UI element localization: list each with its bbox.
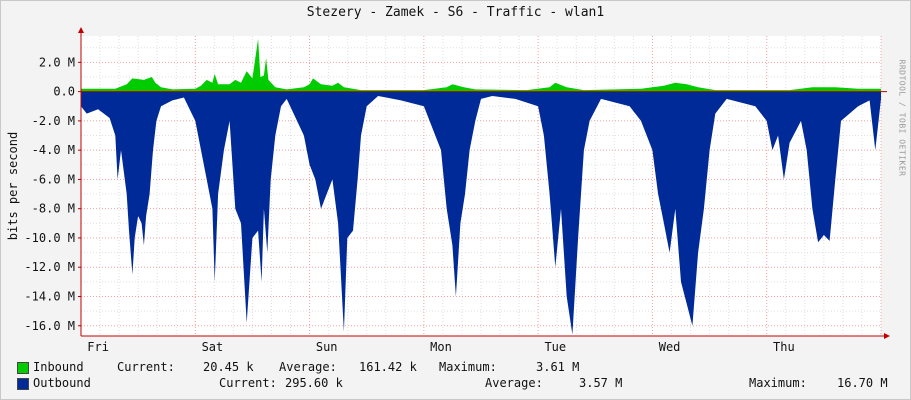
- outbound-current-label: Current:: [219, 376, 277, 390]
- y-tick-label: -6.0 M: [32, 172, 75, 186]
- legend-outbound: Outbound Current: 295.60 k Average: 3.57 M Ma…: [33, 376, 893, 390]
- x-tick-label: Sat: [202, 340, 224, 354]
- inbound-label: Inbound: [33, 360, 84, 374]
- y-tick-label: -8.0 M: [32, 202, 75, 216]
- x-tick-label: Mon: [430, 340, 452, 354]
- series-area-outbound: [81, 91, 881, 335]
- y-tick-label: -4.0 M: [32, 143, 75, 157]
- outbound-label: Outbound: [33, 376, 91, 390]
- series-areas: [81, 38, 881, 335]
- x-tick-label: Sun: [316, 340, 338, 354]
- inbound-maximum: 3.61 M: [536, 360, 580, 374]
- inbound-current: 20.45 k: [203, 360, 254, 374]
- x-tick-labels: Fri Sat Sun Mon Tue Wed Thu: [87, 340, 794, 354]
- chart-title: Stezery - Zamek - S6 - Traffic - wlan1: [306, 5, 605, 20]
- y-tick-label: 2.0 M: [39, 55, 75, 69]
- y-tick-label: -16.0 M: [24, 319, 75, 333]
- y-tick-label: 0.0: [53, 85, 75, 99]
- inbound-average: 161.42 k: [359, 360, 417, 374]
- outbound-swatch: [17, 378, 29, 390]
- inbound-average-label: Average:: [279, 360, 337, 374]
- x-tick-label: Fri: [87, 340, 109, 354]
- x-axis-arrow: [884, 333, 890, 339]
- outbound-current: 295.60 k: [285, 376, 343, 390]
- outbound-maximum-label: Maximum:: [749, 376, 807, 390]
- x-tick-label: Wed: [659, 340, 681, 354]
- y-tick-label: -12.0 M: [24, 260, 75, 274]
- y-axis-arrow: [78, 27, 84, 33]
- y-tick-label: -10.0 M: [24, 231, 75, 245]
- inbound-swatch: [17, 362, 29, 374]
- y-tick-labels: 2.0 M 0.0 -2.0 M -4.0 M -6.0 M -8.0 M -10.0 M -…: [24, 55, 81, 333]
- inbound-maximum-label: Maximum:: [439, 360, 497, 374]
- y-tick-label: -2.0 M: [32, 114, 75, 128]
- x-tick-label: Tue: [544, 340, 566, 354]
- y-tick-label: -14.0 M: [24, 289, 75, 303]
- inbound-current-label: Current:: [117, 360, 175, 374]
- x-tick-label: Thu: [773, 340, 795, 354]
- legend-inbound: Inbound Current: 20.45 k Average: 161.42 k Ma…: [33, 360, 579, 374]
- axes: [78, 27, 890, 339]
- outbound-maximum: 16.70 M: [837, 376, 888, 390]
- outbound-average: 3.57 M: [579, 376, 623, 390]
- outbound-average-label: Average:: [485, 376, 543, 390]
